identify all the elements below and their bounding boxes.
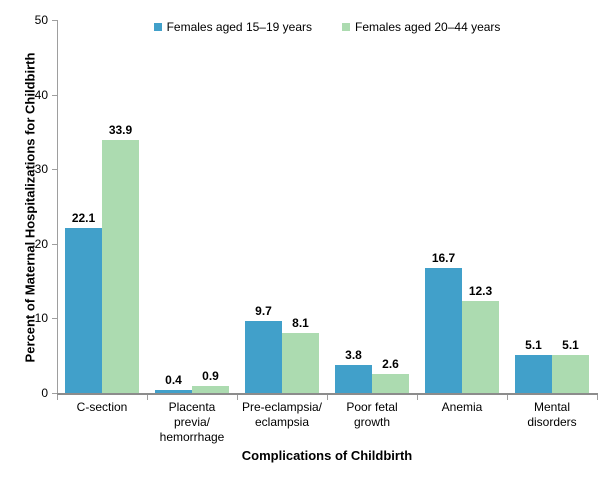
y-tick-label: 50 — [34, 13, 48, 27]
bar-value-label: 2.6 — [382, 356, 399, 371]
y-tick-label: 40 — [34, 87, 48, 102]
x-category-label: Anemia — [441, 400, 483, 414]
x-category-label: Mental disorders — [527, 400, 577, 429]
x-tick-mark — [597, 395, 598, 400]
y-tick-label: 30 — [34, 162, 48, 177]
y-axis-line — [57, 20, 58, 393]
bar — [102, 140, 139, 393]
legend-label: Females aged 20–44 years — [355, 20, 501, 34]
legend-item: Females aged 20–44 years — [342, 20, 500, 34]
x-tick-mark — [237, 395, 238, 400]
x-category-label: C-section — [76, 400, 128, 414]
bar-value-label: 5.1 — [562, 337, 579, 352]
bar-value-label: 0.9 — [202, 369, 219, 384]
bar — [155, 390, 192, 393]
bar — [552, 354, 589, 393]
x-tick-mark — [327, 395, 328, 400]
bar-value-label: 0.4 — [165, 373, 182, 388]
x-category-label: Poor fetal growth — [346, 400, 398, 429]
bar — [462, 301, 499, 393]
bar-value-label: 8.1 — [292, 315, 309, 330]
legend-label: Females aged 15–19 years — [166, 20, 312, 34]
x-axis-title: Complications of Childbirth — [241, 448, 413, 463]
bar-value-label: 3.8 — [345, 347, 362, 362]
x-tick-mark — [57, 395, 58, 400]
y-tick-mark — [52, 20, 57, 21]
bar — [515, 354, 552, 393]
x-tick-mark — [147, 395, 148, 400]
bar-value-label: 16.7 — [431, 251, 456, 266]
y-axis-title: Percent of Maternal Hospitalizations for… — [22, 52, 38, 363]
bar — [245, 320, 282, 393]
legend-swatch-icon — [342, 23, 350, 31]
bar — [65, 228, 102, 393]
x-axis-line — [57, 393, 598, 395]
bar — [372, 373, 409, 393]
bar-value-label: 22.1 — [71, 211, 96, 226]
bar-value-label: 12.3 — [468, 284, 493, 299]
bar — [192, 386, 229, 393]
y-tick-mark — [52, 393, 57, 394]
x-category-label: Pre-eclampsia/ eclampsia — [241, 400, 323, 429]
x-category-label: Placenta previa/ hemorrhage — [159, 400, 225, 444]
y-tick-label: 10 — [34, 311, 48, 326]
bar-value-label: 9.7 — [255, 303, 272, 318]
bar — [425, 268, 462, 393]
y-tick-mark — [52, 318, 57, 320]
y-tick-mark — [52, 94, 57, 96]
bar — [282, 332, 319, 393]
y-tick-mark — [52, 243, 57, 245]
legend: Females aged 15–19 years Females aged 20–… — [57, 20, 597, 34]
bar-value-label: 33.9 — [108, 123, 133, 138]
legend-swatch-icon — [153, 23, 162, 31]
bar-value-label: 5.1 — [525, 337, 542, 352]
x-tick-mark — [417, 395, 418, 400]
y-tick-label: 20 — [34, 236, 48, 251]
x-tick-mark — [507, 395, 508, 400]
legend-item: Females aged 15–19 years — [153, 20, 312, 34]
y-tick-label: 0 — [41, 386, 48, 400]
y-tick-mark — [52, 169, 57, 171]
bar — [335, 364, 372, 393]
